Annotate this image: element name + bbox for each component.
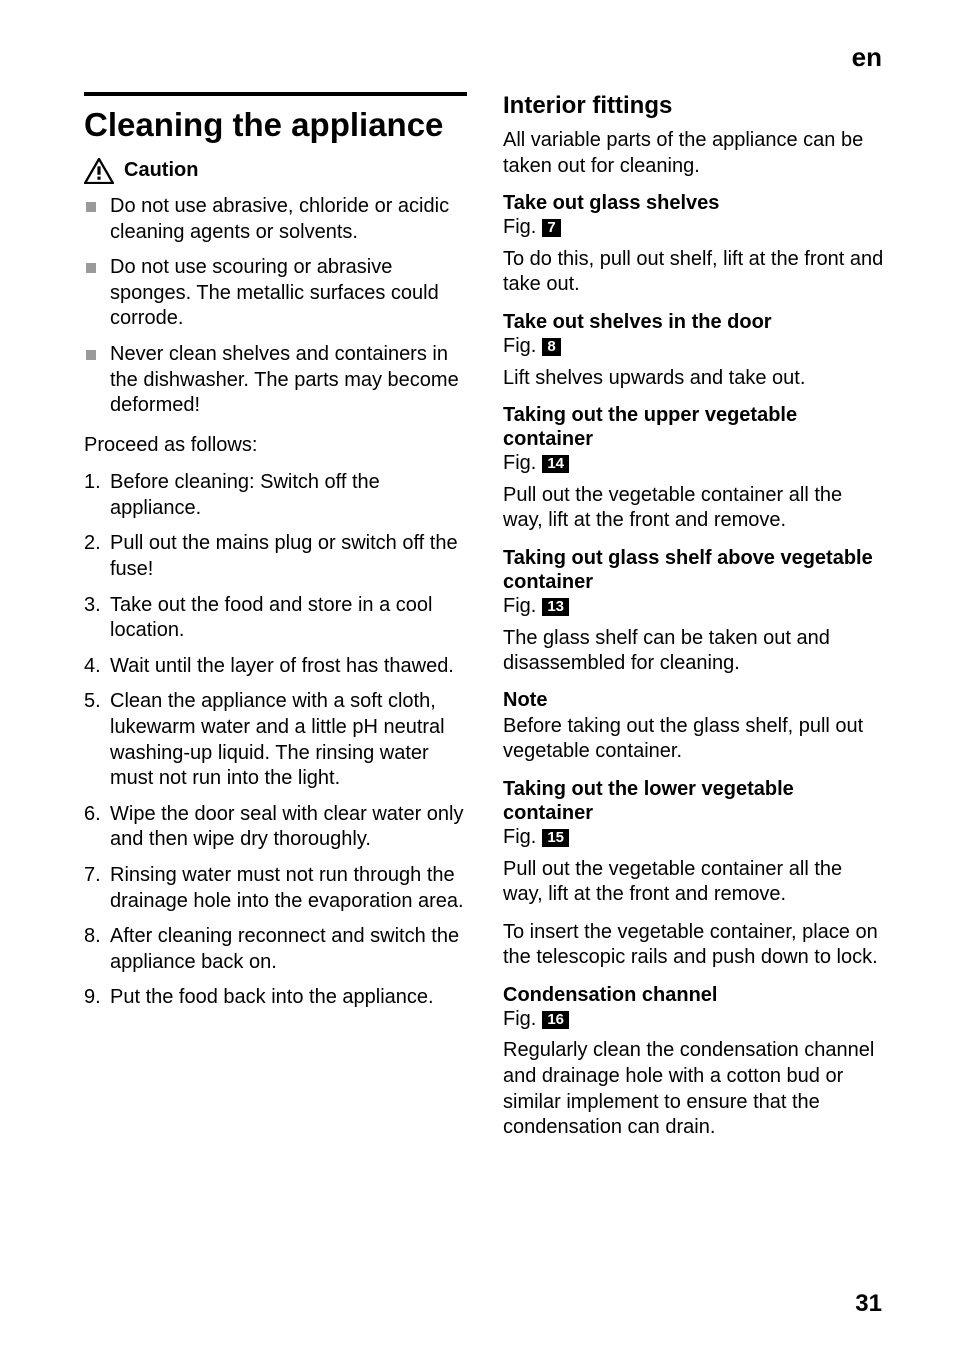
subsection-title-interior: Interior fittings: [503, 92, 886, 120]
figure-number-badge: 16: [542, 1011, 569, 1029]
warning-triangle-icon: [84, 158, 114, 184]
sub-heading: Taking out the lower vegetable container: [503, 777, 886, 825]
list-item: Wait until the layer of frost has thawed…: [84, 654, 467, 680]
body-text: Pull out the vegetable container all the…: [503, 857, 886, 908]
block-upper-veg: Taking out the upper vegetable container…: [503, 403, 886, 534]
fig-word: Fig.: [503, 825, 536, 851]
fig-word: Fig.: [503, 215, 536, 241]
figure-reference: Fig. 13: [503, 594, 886, 620]
page-number: 31: [855, 1290, 882, 1318]
list-item: Wipe the door seal with clear water only…: [84, 802, 467, 853]
list-item: Put the food back into the appliance.: [84, 985, 467, 1011]
list-item: Rinsing water must not run through the d…: [84, 863, 467, 914]
right-column: Interior fittings All variable parts of …: [503, 92, 886, 1153]
figure-number-badge: 8: [542, 338, 560, 356]
figure-reference: Fig. 14: [503, 451, 886, 477]
list-item: Do not use scouring or abrasive sponges.…: [84, 255, 467, 332]
sub-heading: Condensation channel: [503, 983, 886, 1007]
figure-reference: Fig. 15: [503, 825, 886, 851]
list-item: After cleaning reconnect and switch the …: [84, 924, 467, 975]
cleaning-steps-list: Before cleaning: Switch off the applianc…: [84, 470, 467, 1011]
two-column-layout: Cleaning the appliance Caution Do not us…: [84, 92, 886, 1153]
sub-heading: Take out glass shelves: [503, 191, 886, 215]
figure-number-badge: 14: [542, 455, 569, 473]
list-item: Clean the appliance with a soft cloth, l…: [84, 689, 467, 791]
note-text: Before taking out the glass shelf, pull …: [503, 714, 886, 765]
figure-number-badge: 13: [542, 598, 569, 616]
list-item: Do not use abrasive, chloride or acidic …: [84, 194, 467, 245]
list-item: Before cleaning: Switch off the applianc…: [84, 470, 467, 521]
block-glass-above-veg: Taking out glass shelf above vegetable c…: [503, 546, 886, 765]
figure-reference: Fig. 8: [503, 334, 886, 360]
caution-label: Caution: [124, 159, 198, 182]
body-text: The glass shelf can be taken out and dis…: [503, 626, 886, 677]
body-text: Pull out the vegetable container all the…: [503, 483, 886, 534]
body-text: To do this, pull out shelf, lift at the …: [503, 247, 886, 298]
figure-reference: Fig. 16: [503, 1007, 886, 1033]
figure-number-badge: 7: [542, 219, 560, 237]
fig-word: Fig.: [503, 594, 536, 620]
section-title-cleaning: Cleaning the appliance: [84, 106, 467, 144]
fig-word: Fig.: [503, 1007, 536, 1033]
page: en Cleaning the appliance Caution Do not…: [0, 0, 954, 1354]
list-item: Pull out the mains plug or switch off th…: [84, 531, 467, 582]
block-lower-veg: Taking out the lower vegetable container…: [503, 777, 886, 971]
fig-word: Fig.: [503, 334, 536, 360]
fig-word: Fig.: [503, 451, 536, 477]
sub-heading: Taking out the upper vegetable container: [503, 403, 886, 451]
proceed-text: Proceed as follows:: [84, 433, 467, 459]
figure-reference: Fig. 7: [503, 215, 886, 241]
caution-bullet-list: Do not use abrasive, chloride or acidic …: [84, 194, 467, 419]
sub-heading: Take out shelves in the door: [503, 310, 886, 334]
language-indicator: en: [852, 42, 882, 73]
block-door-shelves: Take out shelves in the door Fig. 8 Lift…: [503, 310, 886, 391]
figure-number-badge: 15: [542, 829, 569, 847]
note-label: Note: [503, 689, 886, 712]
sub-heading: Taking out glass shelf above vegetable c…: [503, 546, 886, 594]
body-text: To insert the vegetable container, place…: [503, 920, 886, 971]
left-column: Cleaning the appliance Caution Do not us…: [84, 92, 467, 1153]
block-condensation: Condensation channel Fig. 16 Regularly c…: [503, 983, 886, 1141]
caution-heading: Caution: [84, 158, 467, 184]
block-glass-shelves: Take out glass shelves Fig. 7 To do this…: [503, 191, 886, 298]
list-item: Take out the food and store in a cool lo…: [84, 593, 467, 644]
body-text: Regularly clean the condensation channel…: [503, 1038, 886, 1140]
body-text: Lift shelves upwards and take out.: [503, 366, 886, 392]
section-rule: [84, 92, 467, 96]
list-item: Never clean shelves and containers in th…: [84, 342, 467, 419]
intro-text: All variable parts of the appliance can …: [503, 128, 886, 179]
